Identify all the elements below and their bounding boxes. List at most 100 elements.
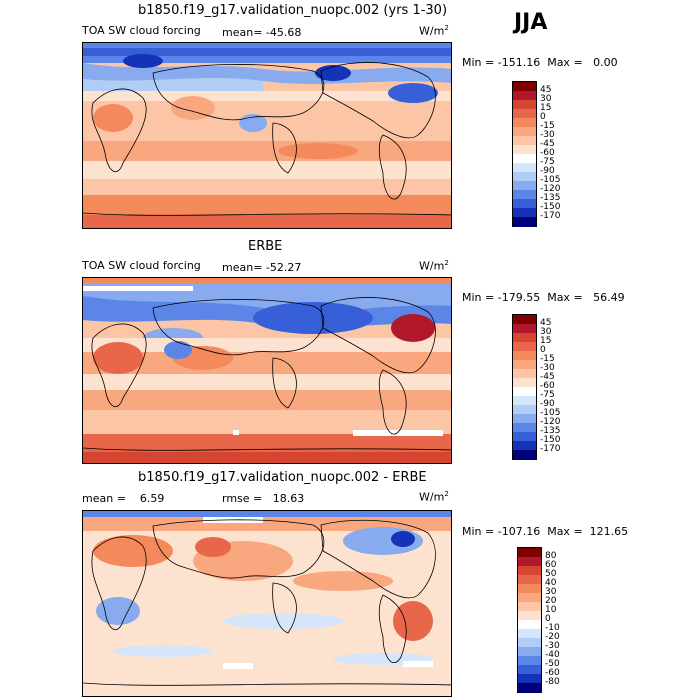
panel2-units-exp: 2 xyxy=(444,259,449,267)
colorbar-swatch xyxy=(518,575,541,585)
panel1-max-label: Max = xyxy=(547,56,583,69)
colorbar-tick-label: -15 xyxy=(540,353,555,364)
colorbar-swatch xyxy=(513,82,536,92)
colorbar-swatch xyxy=(513,190,536,200)
colorbar-swatch xyxy=(518,647,541,657)
colorbar-tick-label: -40 xyxy=(545,649,560,660)
colorbar-tick-label: 15 xyxy=(540,335,552,346)
colorbar-tick-label: -50 xyxy=(545,658,560,669)
colorbar-swatch xyxy=(513,145,536,155)
panel3-mean: mean = 6.59 xyxy=(82,492,164,505)
colorbar-swatch xyxy=(513,154,536,164)
colorbar-tick-label: -150 xyxy=(540,434,561,445)
panel3-max-value: 121.65 xyxy=(589,525,629,538)
colorbar-tick-label: 40 xyxy=(545,577,557,588)
colorbar-tick-label: -30 xyxy=(540,129,555,140)
panel2-colorbar xyxy=(512,314,537,460)
panel3-map xyxy=(82,510,452,697)
panel1-min-value: -151.16 xyxy=(497,56,541,69)
colorbar-tick-label: -20 xyxy=(545,631,560,642)
colorbar-swatch xyxy=(513,163,536,173)
colorbar-tick-label: 15 xyxy=(540,102,552,113)
colorbar-swatch xyxy=(513,136,536,146)
panel2-max-value: 56.49 xyxy=(593,291,625,304)
panel2-mean-label: mean= xyxy=(222,261,263,274)
colorbar-swatch xyxy=(513,351,536,361)
colorbar-tick-label: -75 xyxy=(540,156,555,167)
colorbar-swatch xyxy=(518,656,541,666)
colorbar-tick-label: -60 xyxy=(540,147,555,158)
colorbar-tick-label: 45 xyxy=(540,84,552,95)
colorbar-tick-label: 0 xyxy=(545,613,551,624)
colorbar-tick-label: 60 xyxy=(545,559,557,570)
colorbar-swatch xyxy=(513,432,536,442)
colorbar-tick-label: -30 xyxy=(545,640,560,651)
colorbar-tick-label: 50 xyxy=(545,568,557,579)
colorbar-tick-label: -120 xyxy=(540,416,561,427)
colorbar-tick-label: -80 xyxy=(545,676,560,687)
colorbar-swatch xyxy=(513,118,536,128)
colorbar-tick-label: -45 xyxy=(540,371,555,382)
panel1-minmax: Min = -151.16 Max = 0.00 xyxy=(462,56,618,69)
panel2-mean: mean= -52.27 xyxy=(222,261,301,274)
colorbar-swatch xyxy=(513,217,536,227)
panel2-title: ERBE xyxy=(248,239,283,254)
colorbar-swatch xyxy=(518,557,541,567)
panel2-minmax: Min = -179.55 Max = 56.49 xyxy=(462,291,625,304)
colorbar-swatch xyxy=(513,199,536,209)
panel2-min-label: Min = xyxy=(462,291,495,304)
colorbar-tick-label: 20 xyxy=(545,595,557,606)
colorbar-tick-label: 30 xyxy=(540,326,552,337)
panel1-variable: TOA SW cloud forcing xyxy=(82,24,201,37)
colorbar-swatch xyxy=(513,127,536,137)
colorbar-tick-label: 30 xyxy=(545,586,557,597)
colorbar-swatch xyxy=(513,441,536,451)
panel2-units: W/m2 xyxy=(419,259,449,273)
panel3-units-text: W/m xyxy=(419,490,445,504)
panel1-mean: mean= -45.68 xyxy=(222,26,301,39)
panel3-colorbar xyxy=(517,547,542,693)
colorbar-tick-label: -105 xyxy=(540,174,561,185)
panel3-map-svg xyxy=(83,511,451,696)
colorbar-swatch xyxy=(513,181,536,191)
colorbar-swatch xyxy=(513,450,536,460)
panel2-max-label: Max = xyxy=(547,291,583,304)
panel3-units-exp: 2 xyxy=(444,490,449,498)
colorbar-swatch xyxy=(513,396,536,406)
colorbar-tick-label: 0 xyxy=(540,344,546,355)
colorbar-swatch xyxy=(513,172,536,182)
panel2-variable: TOA SW cloud forcing xyxy=(82,259,201,272)
colorbar-swatch xyxy=(518,620,541,630)
colorbar-swatch xyxy=(513,414,536,424)
panel3-rmse-label: rmse = xyxy=(222,492,263,505)
colorbar-swatch xyxy=(518,638,541,648)
colorbar-swatch xyxy=(513,405,536,415)
panel1-map xyxy=(82,42,452,229)
panel3-min-label: Min = xyxy=(462,525,495,538)
panel2-map-svg xyxy=(83,278,451,463)
colorbar-swatch xyxy=(513,423,536,433)
panel1-max-value: 0.00 xyxy=(593,56,618,69)
colorbar-swatch xyxy=(513,208,536,218)
panel1-units-text: W/m xyxy=(419,24,445,38)
panel3-min-value: -107.16 xyxy=(497,525,541,538)
colorbar-tick-label: -135 xyxy=(540,192,561,203)
colorbar-tick-label: 10 xyxy=(545,604,557,615)
panel1-units-exp: 2 xyxy=(444,24,449,32)
colorbar-tick-label: -45 xyxy=(540,138,555,149)
colorbar-tick-label: -75 xyxy=(540,389,555,400)
colorbar-tick-label: 30 xyxy=(540,93,552,104)
colorbar-swatch xyxy=(513,324,536,334)
colorbar-swatch xyxy=(518,683,541,693)
colorbar-swatch xyxy=(513,315,536,325)
panel1-title: b1850.f19_g17.validation_nuopc.002 (yrs … xyxy=(138,3,448,18)
colorbar-swatch xyxy=(518,629,541,639)
panel3-mean-value: 6.59 xyxy=(139,492,165,505)
panel1-colorbar xyxy=(512,81,537,227)
colorbar-swatch xyxy=(518,593,541,603)
colorbar-tick-label: 0 xyxy=(540,111,546,122)
colorbar-swatch xyxy=(518,665,541,675)
colorbar-swatch xyxy=(518,674,541,684)
colorbar-tick-label: -60 xyxy=(540,380,555,391)
colorbar-tick-label: 45 xyxy=(540,317,552,328)
